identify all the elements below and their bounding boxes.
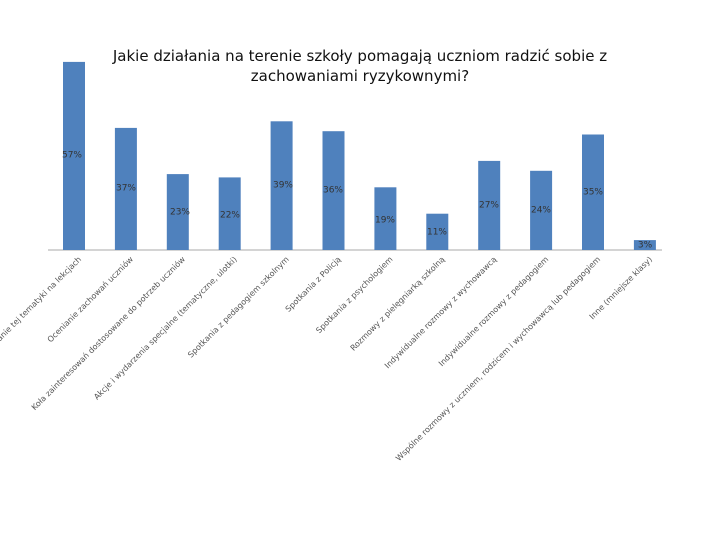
- x-tick-label: Wspólne rozmowy z uczniem, rodzicem i wy…: [393, 254, 602, 463]
- value-label: 23%: [170, 208, 190, 218]
- value-label: 39%: [273, 181, 293, 191]
- bar: [63, 61, 85, 251]
- bar: [582, 134, 604, 250]
- bar: [166, 174, 189, 250]
- value-label: 19%: [375, 216, 395, 226]
- value-label: 27%: [479, 201, 499, 211]
- value-label: 35%: [583, 188, 603, 198]
- bar: [478, 160, 501, 250]
- value-label: 37%: [116, 184, 136, 194]
- bar: [270, 121, 293, 250]
- bar: [426, 213, 449, 250]
- bar: [218, 177, 241, 250]
- x-tick-label: Spotkania z pedagogiem szkolnym: [186, 255, 291, 360]
- value-label: 11%: [427, 228, 447, 238]
- bar: [322, 131, 345, 250]
- x-tick-label: Indywidualne rozmowy z wychowawcą: [383, 255, 498, 370]
- chart-title: Jakie działania na terenie szkoły pomaga…: [112, 47, 608, 85]
- x-tick-label: Spotkania z Policją: [284, 255, 343, 314]
- value-label: 3%: [638, 241, 653, 251]
- bar: [530, 170, 553, 250]
- x-tick-label: Rozmowy z pielęgniarką szkolną: [349, 255, 447, 353]
- value-label: 36%: [323, 186, 343, 196]
- bar: [114, 127, 137, 250]
- value-label: 24%: [531, 206, 551, 216]
- x-tick-label: Ocenianie zachowań uczniów: [45, 254, 135, 344]
- bar: [633, 240, 656, 250]
- x-tick-label: Poruszanie tej tematyki na lekcjach: [0, 255, 83, 362]
- value-label: 57%: [62, 151, 82, 161]
- bar: [374, 187, 397, 250]
- x-tick-label: Indywidualne rozmowy z pedagogiem: [437, 255, 550, 368]
- value-label: 22%: [220, 211, 240, 221]
